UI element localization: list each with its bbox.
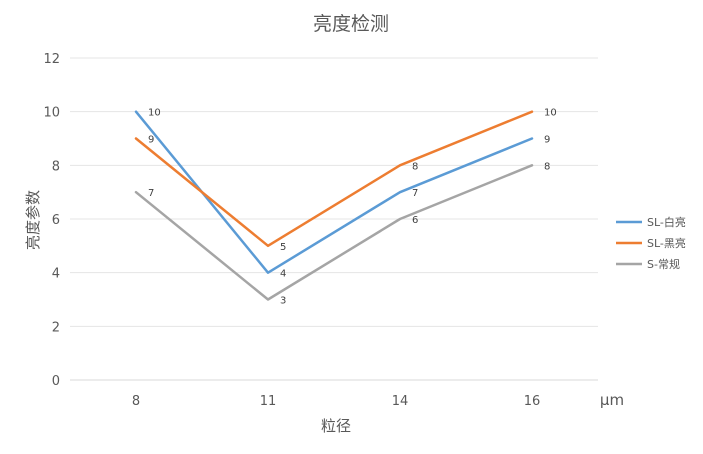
- x-tick-label: 16: [524, 394, 541, 409]
- data-label: 7: [412, 188, 418, 199]
- x-tick-label: 14: [392, 394, 409, 409]
- data-label: 7: [148, 188, 154, 199]
- x-axis-unit: μm: [600, 391, 624, 409]
- y-axis-title: 亮度参数: [24, 190, 42, 250]
- y-tick-label: 12: [43, 52, 60, 67]
- x-tick-label: 11: [260, 394, 277, 409]
- x-axis-title: 粒径: [321, 417, 351, 435]
- x-axis-ticks: 8 11 14 16: [132, 394, 540, 409]
- x-tick-label: 8: [132, 394, 140, 409]
- data-label: 9: [544, 135, 550, 146]
- legend-label: S-常规: [647, 257, 680, 271]
- y-axis-ticks: 0 2 4 6 8 10 12: [43, 52, 60, 389]
- data-label: 5: [280, 242, 286, 253]
- data-label: 8: [544, 161, 550, 172]
- data-label: 10: [544, 108, 557, 119]
- data-label: 8: [412, 161, 418, 172]
- series-line: [134, 164, 534, 301]
- data-label: 6: [412, 215, 418, 226]
- y-tick-label: 6: [52, 213, 60, 228]
- gridlines: [70, 57, 598, 381]
- data-label: 3: [280, 296, 286, 307]
- y-tick-label: 10: [43, 106, 60, 121]
- data-label: 10: [148, 108, 161, 119]
- series-line: [134, 110, 534, 248]
- y-tick-label: 2: [52, 320, 60, 335]
- y-tick-label: 4: [52, 267, 60, 282]
- legend-label: SL-白亮: [647, 215, 686, 229]
- y-tick-label: 0: [52, 374, 60, 389]
- legend: SL-白亮 SL-黑亮 S-常规: [616, 215, 686, 271]
- data-label: 9: [148, 135, 154, 146]
- data-labels: 10 4 7 9 9 5 8 10 7 3 6 8: [148, 108, 557, 307]
- series-lines: [134, 110, 534, 301]
- y-tick-label: 8: [52, 159, 60, 174]
- legend-label: SL-黑亮: [647, 236, 686, 250]
- data-label: 4: [280, 269, 286, 280]
- chart-title: 亮度检测: [313, 13, 389, 35]
